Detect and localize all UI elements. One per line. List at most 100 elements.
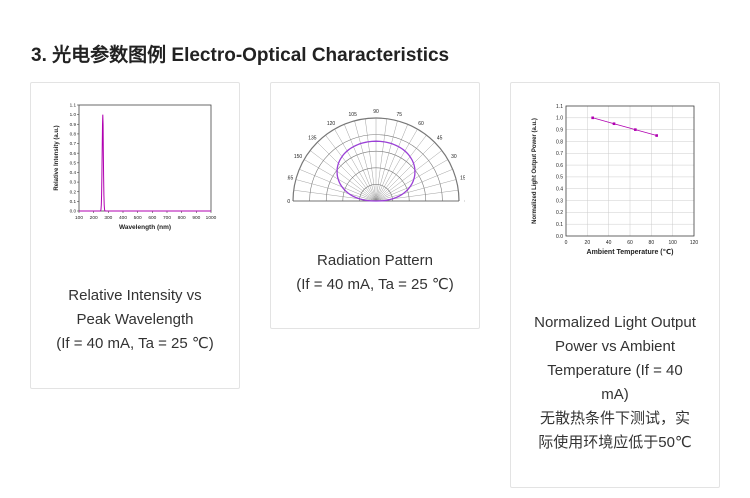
angle-label: 45 bbox=[437, 135, 443, 141]
polar-spoke bbox=[375, 169, 453, 202]
polar-spoke bbox=[304, 159, 377, 202]
y-tick-label: 0.7 bbox=[70, 141, 77, 146]
polar-spoke bbox=[354, 120, 377, 202]
y-tick-label: 0.8 bbox=[556, 139, 563, 145]
angle-label: 75 bbox=[397, 112, 403, 118]
y-tick-label: 0.0 bbox=[70, 209, 77, 214]
polar-spoke bbox=[375, 150, 442, 202]
temperature-chart: 0.0 0.1 0.2 0.3 0.4 0.5 0.6 0.7 0.8 0.9 1.0 1.1 0 20 4… bbox=[532, 104, 699, 256]
caption-line: (If = 40 mA, Ta = 25 ℃) bbox=[296, 276, 454, 293]
x-tick-label: 300 bbox=[104, 215, 112, 221]
spectrum-curve bbox=[79, 114, 211, 212]
polar-spoke bbox=[375, 118, 388, 202]
caption-line: mA) bbox=[601, 386, 629, 403]
temperature-chart-image: 0.0 0.1 0.2 0.3 0.4 0.5 0.6 0.7 0.8 0.9 1.0 1.1 0 20 4… bbox=[526, 100, 704, 256]
angle-label: 30 bbox=[451, 154, 457, 160]
x-axis-label: Wavelength (nm) bbox=[119, 224, 171, 231]
card-spectrum: 100 200 300 400 500 600 700 800 900 1000 0.0 0.1 0.2… bbox=[30, 82, 240, 389]
y-tick-label: 1.1 bbox=[556, 104, 563, 110]
polar-spoke bbox=[299, 169, 377, 202]
y-tick-label: 0.7 bbox=[556, 151, 563, 157]
x-tick-label: 80 bbox=[649, 240, 655, 246]
x-tick-label: 40 bbox=[606, 240, 612, 246]
polar-spoke bbox=[325, 135, 377, 202]
caption-line: Relative Intensity vs bbox=[68, 287, 202, 304]
radiation-caption: Radiation Pattern (If = 40 mA, Ta = 25 ℃… bbox=[271, 249, 479, 297]
y-tick-label: 0.9 bbox=[70, 122, 77, 127]
y-tick-label: 0.1 bbox=[70, 199, 77, 204]
radiation-curve bbox=[336, 140, 416, 202]
x-tick-label: 60 bbox=[627, 240, 633, 246]
angle-label: 165 bbox=[287, 176, 293, 182]
polar-spoke bbox=[375, 124, 408, 202]
y-tick-label: 0.2 bbox=[556, 210, 563, 216]
polar-spoke bbox=[375, 129, 418, 202]
x-axis-label: Ambient Temperature (℃) bbox=[587, 248, 674, 256]
y-tick-label: 0.3 bbox=[556, 198, 563, 204]
caption-line: Power vs Ambient bbox=[554, 338, 676, 355]
angle-label: 105 bbox=[349, 112, 358, 118]
y-tick-label: 0.9 bbox=[556, 127, 563, 133]
polar-spoke bbox=[295, 179, 377, 202]
x-tick-label: 200 bbox=[90, 215, 98, 221]
y-tick-label: 0.1 bbox=[556, 222, 563, 228]
card-temperature: 0.0 0.1 0.2 0.3 0.4 0.5 0.6 0.7 0.8 0.9 1.0 1.1 0 20 4… bbox=[510, 82, 720, 488]
y-tick-label: 1.0 bbox=[70, 112, 77, 117]
card-radiation: 0153045607590105120135150165180 Radiatio… bbox=[270, 82, 480, 329]
x-tick-label: 100 bbox=[668, 240, 677, 246]
x-tick-label: 100 bbox=[75, 215, 83, 221]
y-tick-label: 1.0 bbox=[556, 116, 563, 122]
polar-spoke bbox=[310, 150, 377, 202]
y-axis-label: Relative Intensity (a.u.) bbox=[54, 125, 60, 190]
polar-spoke bbox=[375, 135, 427, 202]
x-tick-label: 120 bbox=[690, 240, 699, 246]
y-tick-label: 0.5 bbox=[556, 175, 563, 181]
y-tick-label: 0.6 bbox=[70, 151, 77, 156]
angle-label: 150 bbox=[294, 154, 303, 160]
data-point bbox=[634, 128, 637, 131]
polar-spoke bbox=[375, 120, 398, 202]
angle-label: 135 bbox=[308, 135, 317, 141]
angle-label: 60 bbox=[418, 121, 424, 127]
caption-line: 际使用环境应低于50℃ bbox=[538, 434, 692, 451]
angle-label: 15 bbox=[460, 176, 465, 182]
polar-spoke bbox=[317, 142, 377, 202]
caption-line: 无散热条件下测试，实 bbox=[539, 410, 690, 427]
caption-line: Normalized Light Output bbox=[534, 314, 696, 331]
x-tick-label: 500 bbox=[134, 215, 142, 221]
spectrum-chart: 100 200 300 400 500 600 700 800 900 1000 0.0 0.1 0.2… bbox=[54, 103, 217, 231]
x-tick-label: 800 bbox=[178, 215, 186, 221]
x-tick-label: 1000 bbox=[206, 215, 217, 221]
data-point bbox=[655, 134, 658, 137]
y-tick-label: 0.4 bbox=[70, 170, 77, 175]
x-tick-label: 600 bbox=[148, 215, 156, 221]
x-tick-label: 20 bbox=[585, 240, 591, 246]
x-tick-label: 0 bbox=[565, 240, 568, 246]
polar-spoke bbox=[375, 159, 448, 202]
angle-label: 120 bbox=[327, 121, 336, 127]
y-tick-label: 1.1 bbox=[70, 103, 77, 108]
y-tick-label: 0.5 bbox=[70, 160, 77, 165]
series-line bbox=[592, 117, 657, 136]
polar-spoke bbox=[344, 124, 377, 202]
y-tick-label: 0.4 bbox=[556, 187, 563, 193]
polar-spoke bbox=[375, 179, 457, 202]
x-tick-label: 700 bbox=[163, 215, 171, 221]
x-tick-label: 400 bbox=[119, 215, 127, 221]
y-tick-label: 0.8 bbox=[70, 132, 77, 137]
spectrum-caption: Relative Intensity vs Peak Wavelength (I… bbox=[31, 284, 239, 356]
polar-spoke bbox=[334, 129, 377, 202]
temperature-caption: Normalized Light Output Power vs Ambient… bbox=[511, 311, 719, 455]
y-tick-label: 0.3 bbox=[70, 180, 77, 185]
radiation-chart-image: 0153045607590105120135150165180 bbox=[282, 99, 468, 211]
x-tick-label: 900 bbox=[192, 215, 200, 221]
spectrum-chart-image: 100 200 300 400 500 600 700 800 900 1000 0.0 0.1 0.2… bbox=[48, 97, 224, 233]
section-title: 3. 光电参数图例 Electro-Optical Characteristic… bbox=[31, 45, 450, 66]
data-point bbox=[612, 122, 616, 126]
angle-label: 90 bbox=[373, 109, 379, 115]
plot-frame bbox=[565, 105, 695, 237]
y-tick-label: 0.2 bbox=[70, 189, 77, 194]
y-tick-label: 0.0 bbox=[556, 234, 563, 240]
caption-line: Radiation Pattern bbox=[317, 252, 433, 269]
caption-line: (If = 40 mA, Ta = 25 ℃) bbox=[56, 335, 214, 352]
